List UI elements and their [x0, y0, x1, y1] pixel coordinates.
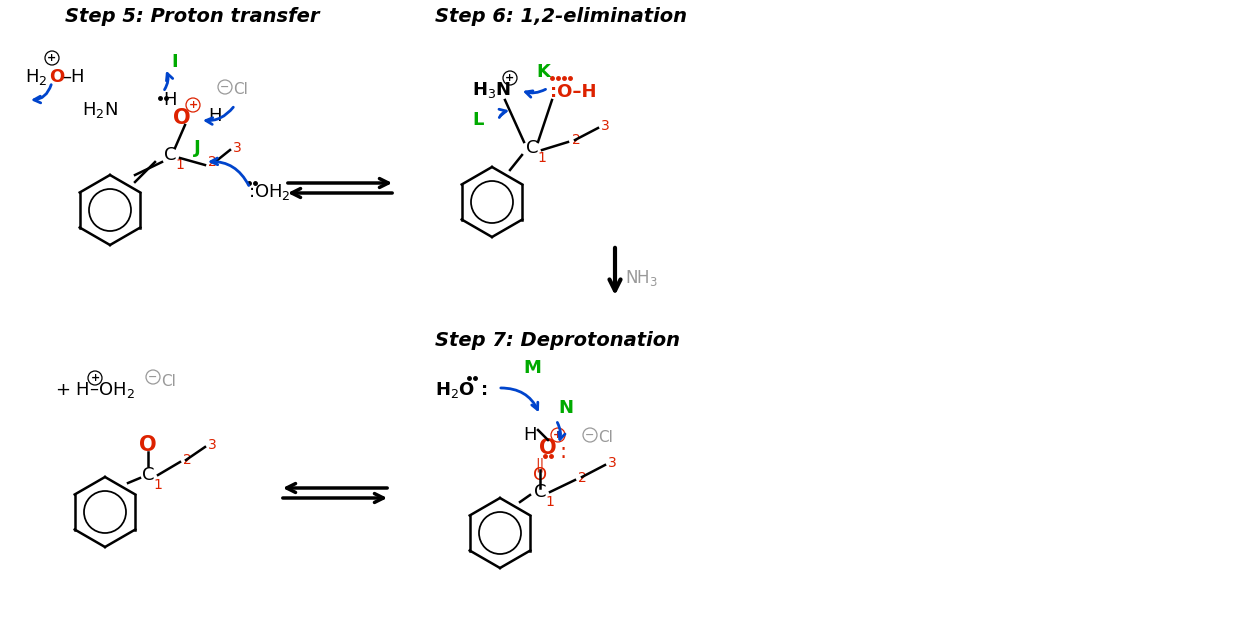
- Text: Cl: Cl: [161, 375, 176, 389]
- Text: H$_2$: H$_2$: [25, 67, 47, 87]
- Text: + H–OH$_2$: + H–OH$_2$: [55, 380, 135, 400]
- Text: 3: 3: [233, 141, 242, 155]
- Text: +: +: [553, 430, 563, 440]
- Text: C: C: [525, 139, 538, 157]
- Text: :O–H: :O–H: [550, 83, 597, 101]
- Text: +: +: [188, 100, 197, 110]
- Text: 2: 2: [578, 471, 587, 485]
- Text: NH$_3$: NH$_3$: [625, 268, 658, 288]
- Text: O: O: [49, 68, 64, 86]
- Text: C: C: [163, 146, 176, 164]
- Text: :OH$_2$: :OH$_2$: [248, 182, 291, 202]
- Text: O: O: [140, 435, 157, 455]
- Text: Step 6: 1,2-elimination: Step 6: 1,2-elimination: [436, 6, 686, 25]
- Text: Step 5: Proton transfer: Step 5: Proton transfer: [65, 6, 319, 25]
- Text: H$_3$N: H$_3$N: [472, 80, 512, 100]
- Text: O: O: [533, 466, 547, 484]
- Text: 2: 2: [208, 155, 217, 169]
- Text: −: −: [221, 82, 230, 92]
- Text: −: −: [585, 430, 595, 440]
- Text: N: N: [559, 399, 574, 417]
- Text: C: C: [534, 483, 547, 501]
- Text: 1: 1: [537, 151, 545, 165]
- Text: H: H: [208, 107, 221, 125]
- Text: M: M: [523, 359, 540, 377]
- Text: 3: 3: [208, 438, 217, 452]
- Text: Cl: Cl: [598, 431, 613, 445]
- Text: Step 7: Deprotonation: Step 7: Deprotonation: [436, 331, 680, 350]
- Text: 3: 3: [602, 119, 610, 133]
- Text: J: J: [193, 139, 201, 157]
- Text: –H: –H: [62, 68, 85, 86]
- Text: H$_2$O :: H$_2$O :: [436, 380, 488, 400]
- Text: ||: ||: [535, 458, 544, 473]
- Text: I: I: [172, 53, 178, 71]
- Text: H: H: [163, 91, 177, 109]
- Text: +: +: [90, 373, 100, 383]
- Text: O: O: [539, 438, 557, 458]
- Text: 1: 1: [545, 495, 554, 509]
- Text: 1: 1: [175, 158, 183, 172]
- Text: H: H: [523, 426, 537, 444]
- Text: +: +: [505, 73, 514, 83]
- Text: :: :: [560, 442, 567, 462]
- Text: Cl: Cl: [233, 83, 248, 97]
- Text: 3: 3: [608, 456, 617, 470]
- Text: O: O: [173, 108, 191, 128]
- Text: 2: 2: [183, 453, 192, 467]
- Text: 1: 1: [154, 478, 162, 492]
- Text: C: C: [142, 466, 155, 484]
- Text: 2: 2: [572, 133, 580, 147]
- Text: H$_2$N: H$_2$N: [82, 100, 119, 120]
- Text: K: K: [537, 63, 550, 81]
- Text: −: −: [149, 372, 157, 382]
- Text: L: L: [472, 111, 484, 129]
- Text: +: +: [47, 53, 56, 63]
